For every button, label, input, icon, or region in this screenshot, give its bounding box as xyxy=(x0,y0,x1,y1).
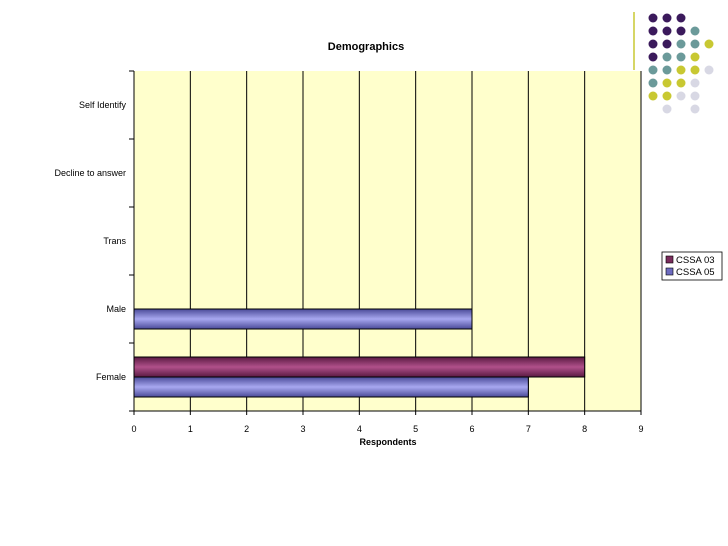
decorative-dot xyxy=(676,91,686,101)
decorative-dot-pattern xyxy=(648,13,714,114)
decorative-dot xyxy=(690,91,700,101)
decorative-dot xyxy=(690,39,700,49)
decorative-dot xyxy=(662,91,672,101)
x-tick-label: 8 xyxy=(582,424,587,434)
decorative-dot xyxy=(676,78,686,88)
decorative-dot xyxy=(690,26,700,36)
y-category-label: Self Identify xyxy=(79,100,127,110)
x-tick-label: 0 xyxy=(131,424,136,434)
decorative-dot xyxy=(662,104,672,114)
decorative-dot xyxy=(662,13,672,23)
decorative-dot xyxy=(648,39,658,49)
decorative-dot xyxy=(648,78,658,88)
x-tick-label: 7 xyxy=(526,424,531,434)
y-category-label: Female xyxy=(96,372,126,382)
x-tick-label: 2 xyxy=(244,424,249,434)
legend-swatch-cssa05 xyxy=(665,267,674,276)
decorative-dot xyxy=(676,26,686,36)
gridlines xyxy=(189,71,642,411)
decorative-dot xyxy=(648,91,658,101)
legend-swatch-cssa03 xyxy=(665,255,674,264)
x-axis-ticks: 0 1 2 3 4 5 6 7 8 9 xyxy=(131,411,644,434)
legend-label-cssa05: CSSA 05 xyxy=(676,267,715,278)
bar-cssa-05-male xyxy=(133,308,473,330)
decorative-dot xyxy=(648,65,658,75)
x-tick-label: 6 xyxy=(469,424,474,434)
decorative-dot xyxy=(648,26,658,36)
decorative-dot xyxy=(676,65,686,75)
decorative-dot xyxy=(690,65,700,75)
decorative-dot xyxy=(676,52,686,62)
decorative-dot xyxy=(676,39,686,49)
y-category-label: Trans xyxy=(103,236,126,246)
decorative-dot xyxy=(662,26,672,36)
plot-area xyxy=(134,71,641,411)
decorative-dot xyxy=(690,52,700,62)
decorative-dot xyxy=(648,13,658,23)
decorative-dot xyxy=(662,65,672,75)
decorative-dot xyxy=(662,52,672,62)
y-category-label: Decline to answer xyxy=(54,168,126,178)
decorative-dot xyxy=(704,39,714,49)
bar-cssa-05-female xyxy=(133,376,529,398)
x-tick-label: 4 xyxy=(357,424,362,434)
decorative-dot xyxy=(662,78,672,88)
decorative-dot xyxy=(648,52,658,62)
decorative-dot xyxy=(690,78,700,88)
decorative-dot xyxy=(662,39,672,49)
x-tick-label: 5 xyxy=(413,424,418,434)
x-tick-label: 1 xyxy=(188,424,193,434)
x-tick-label: 9 xyxy=(638,424,643,434)
decorative-dot xyxy=(690,104,700,114)
x-axis-title: Respondents xyxy=(359,437,416,447)
legend-label-cssa03: CSSA 03 xyxy=(676,255,715,266)
y-axis-ticks: Female Male Trans Decline to answer Self Ide… xyxy=(54,70,134,412)
bar-cssa-03-female xyxy=(133,356,586,378)
x-tick-label: 3 xyxy=(300,424,305,434)
decorative-dot xyxy=(676,13,686,23)
bars xyxy=(133,308,586,398)
y-category-label: Male xyxy=(106,304,126,314)
legend: CSSA 03 CSSA 05 xyxy=(661,251,723,281)
chart-title: Demographics xyxy=(328,41,404,53)
decorative-dot xyxy=(704,65,714,75)
